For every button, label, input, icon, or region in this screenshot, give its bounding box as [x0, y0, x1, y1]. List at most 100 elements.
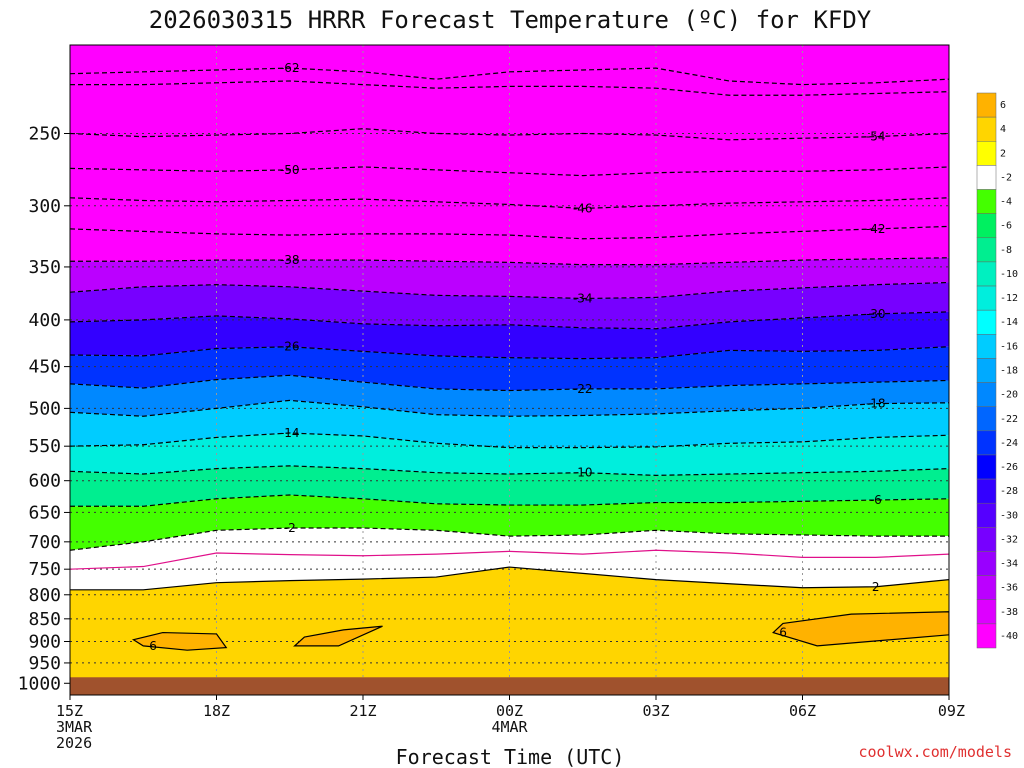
temperature-band: [70, 527, 949, 570]
colorbar-label: -24: [1000, 438, 1018, 449]
isotherm-contours: -62-54-50-46-42-38-34-30-26-22-18-14-10-…: [70, 61, 949, 653]
isotherm-line: [70, 166, 949, 177]
x-tick-label: 06Z: [789, 702, 816, 720]
colorbar-swatch: [976, 406, 997, 432]
isotherm-label: -18: [866, 397, 886, 411]
colorbar-label: -12: [1000, 293, 1018, 304]
colorbar-swatch: [976, 430, 997, 456]
temperature-band: [70, 567, 949, 695]
y-tick-label: 750: [28, 559, 61, 580]
temperature-band: [70, 257, 949, 299]
isotherm-label: 6: [149, 639, 157, 653]
isotherm-label: -34: [573, 292, 593, 306]
isotherm-line: [70, 281, 949, 300]
isotherm-label: -10: [573, 466, 593, 480]
isotherm-line: [70, 257, 949, 266]
closed-isotherm: [293, 625, 383, 647]
y-tick-label: 250: [28, 123, 61, 144]
colorbar-swatch: [976, 116, 997, 142]
colorbar-label: -14: [1000, 317, 1018, 328]
isotherm-line: [70, 197, 949, 210]
credit-text: coolwx.com/models: [858, 743, 1012, 761]
x-tick-date: 4MAR: [491, 718, 528, 736]
temperature-band: [70, 550, 949, 590]
colorbar-swatch: [976, 623, 997, 649]
y-axis-ticks: 2503003504004505005506006507007508008509…: [18, 123, 70, 694]
colorbar-label: -8: [1000, 245, 1012, 256]
isotherm-line: [70, 465, 949, 476]
temperature-band: [70, 465, 949, 507]
colorbar-swatch: [976, 165, 997, 190]
plot-area: -62-54-50-46-42-38-34-30-26-22-18-14-10-…: [70, 45, 949, 695]
y-tick-label: 850: [28, 609, 61, 630]
isotherm-line: [70, 346, 949, 360]
colorbar-label: 6: [1000, 100, 1006, 111]
colorbar: 6 4 2 -2 -4 -6 -8 -10 -12 -14 -16 -18 -20 -22 -24 -26 -2…: [976, 92, 1018, 649]
grid-lines: [70, 45, 949, 695]
colorbar-swatch: [976, 527, 997, 552]
x-tick-year: 2026: [56, 734, 92, 752]
isotherm-line: [70, 432, 949, 449]
isotherm-label: -46: [573, 201, 593, 215]
colorbar-label: 4: [1000, 124, 1006, 135]
colorbar-label: -28: [1000, 486, 1018, 497]
isotherm-line: [70, 549, 949, 570]
closed-isotherm: [131, 631, 228, 651]
temperature-band: [70, 494, 949, 551]
colorbar-swatch: [976, 285, 997, 311]
y-tick-label: 350: [28, 257, 61, 278]
colorbar-label: -40: [1000, 631, 1018, 642]
colorbar-swatch: [976, 575, 997, 600]
colorbar-swatch: [976, 454, 997, 480]
isotherm-label: -38: [280, 253, 300, 267]
x-tick-label: 15Z: [56, 702, 83, 720]
colorbar-label: -16: [1000, 341, 1018, 352]
x-tick-label: 09Z: [938, 702, 965, 720]
colorbar-swatch: [976, 141, 997, 166]
isotherm-label: -50: [280, 163, 300, 177]
colorbar-swatch: [976, 189, 997, 214]
isotherm-line: [70, 527, 949, 551]
isotherm-label: 2: [872, 580, 880, 594]
isotherm-label: -22: [573, 382, 593, 396]
colorbar-swatch: [976, 382, 997, 407]
y-tick-label: 550: [28, 436, 61, 457]
colorbar-label: -34: [1000, 559, 1018, 570]
isotherm-line: [70, 128, 949, 141]
colorbar-label: 2: [1000, 148, 1006, 159]
y-tick-label: 600: [28, 471, 61, 492]
x-tick-label: 00Z: [496, 702, 523, 720]
colorbar-swatch: [976, 309, 997, 335]
colorbar-label: -4: [1000, 197, 1012, 208]
isotherm-label: -30: [866, 307, 886, 321]
x-tick-date: 3MAR: [56, 718, 93, 736]
y-tick-label: 950: [28, 653, 61, 674]
y-tick-label: 300: [28, 196, 61, 217]
temperature-band: [70, 282, 949, 329]
y-tick-label: 450: [28, 357, 61, 378]
colorbar-swatch: [976, 551, 997, 576]
x-tick-label: 21Z: [349, 702, 376, 720]
colorbar-label: -32: [1000, 534, 1018, 545]
isotherm-line: [70, 374, 949, 392]
isotherm-label: -26: [280, 340, 300, 354]
colorbar-swatch: [976, 92, 997, 118]
x-tick-label: 18Z: [203, 702, 230, 720]
isotherm-line: [70, 494, 949, 507]
y-tick-label: 700: [28, 532, 61, 553]
ground-surface: [70, 677, 949, 695]
isotherm-label: -54: [866, 130, 886, 144]
y-tick-label: 400: [28, 310, 61, 331]
closed-isotherm: [772, 611, 949, 647]
isotherm-label: -6: [870, 493, 882, 507]
colorbar-swatch: [976, 358, 997, 383]
temperature-band: [70, 311, 949, 359]
x-axis-label: Forecast Time (UTC): [396, 745, 625, 768]
colorbar-label: -20: [1000, 390, 1018, 401]
colorbar-label: -18: [1000, 366, 1018, 377]
isotherm-label: -42: [866, 222, 886, 236]
colorbar-swatch: [976, 213, 997, 239]
y-tick-label: 1000: [18, 673, 61, 694]
colorbar-swatch: [976, 261, 997, 287]
